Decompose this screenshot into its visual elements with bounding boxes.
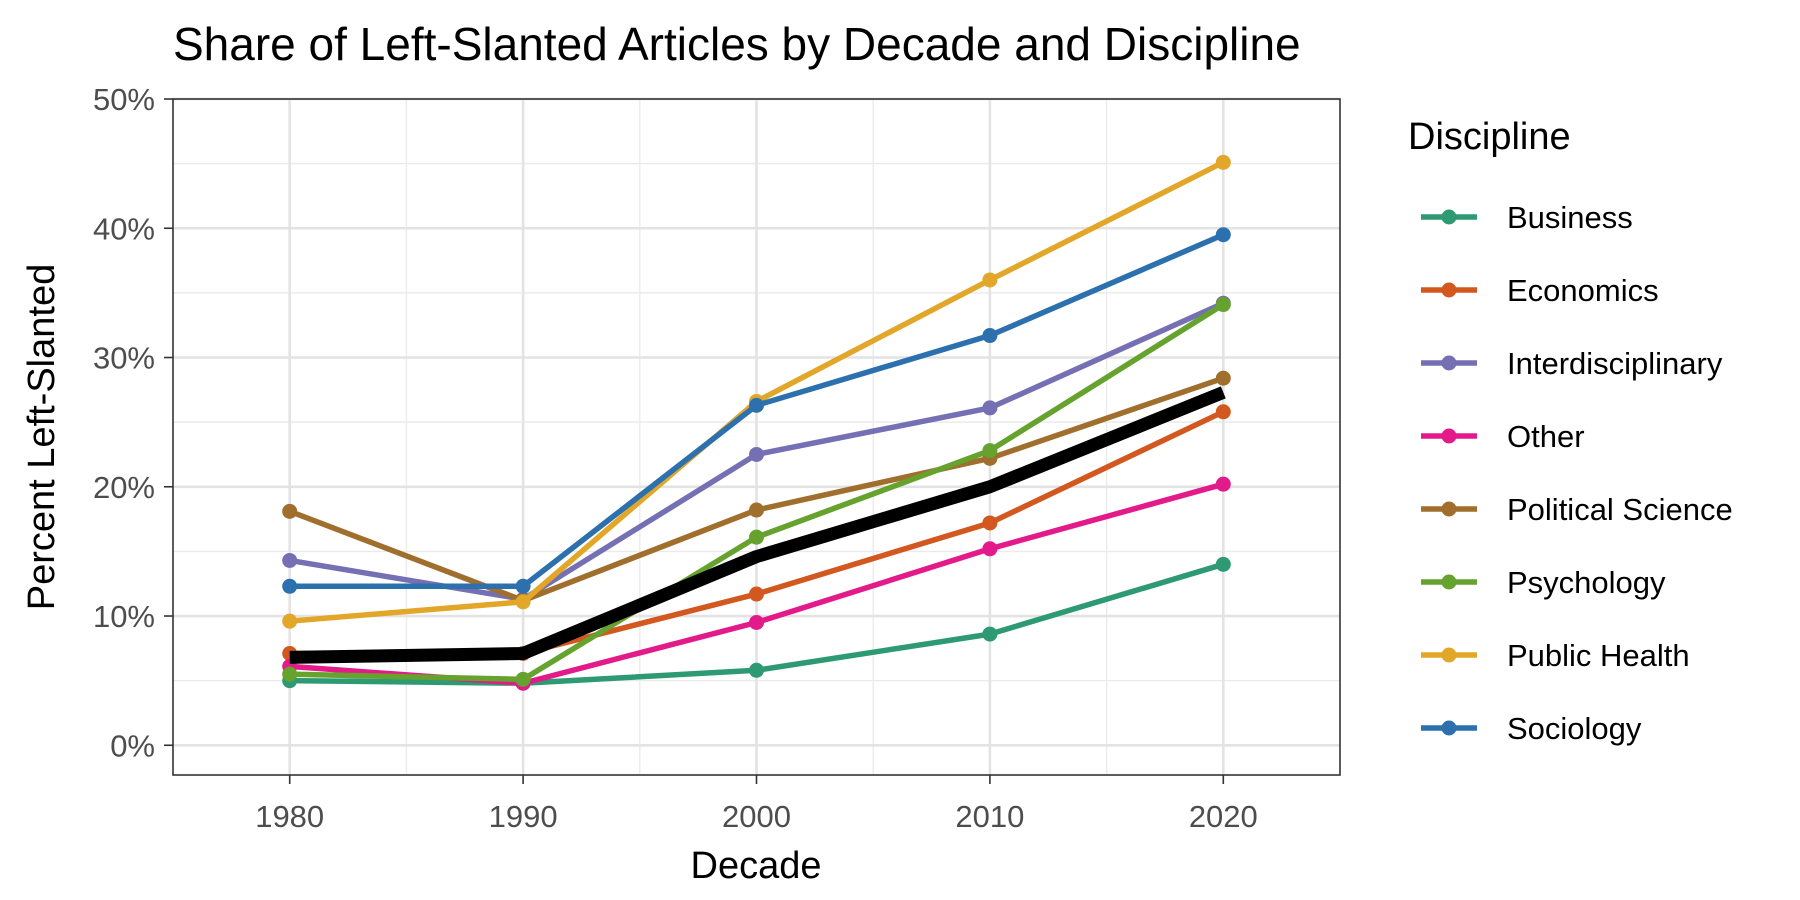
data-point-sociology	[515, 578, 531, 594]
overall-line	[289, 386, 1226, 664]
series-lines	[282, 154, 1231, 691]
data-point-other	[1215, 476, 1231, 492]
legend-item-sociology: Sociology	[1421, 711, 1642, 746]
legend-title: Discipline	[1408, 116, 1571, 158]
y-tick-label: 0%	[110, 728, 155, 763]
legend-label: Interdisciplinary	[1507, 346, 1723, 381]
data-point-business	[982, 626, 998, 642]
series-psychology	[282, 297, 1231, 687]
y-tick-label: 40%	[93, 211, 155, 246]
x-tick-label: 2020	[1189, 799, 1258, 834]
legend-item-psychology: Psychology	[1421, 565, 1666, 600]
legend-key-point	[1441, 647, 1457, 663]
data-point-interdisciplinary	[982, 400, 998, 416]
series-sociology	[282, 227, 1231, 594]
legend-label: Psychology	[1507, 565, 1666, 600]
y-axis-tick-labels: 0% 10% 20% 30% 40% 50%	[93, 82, 155, 763]
data-point-political-science	[282, 503, 298, 519]
legend-label: Public Health	[1507, 638, 1690, 673]
x-tick-label: 2000	[722, 799, 791, 834]
legend-key-point	[1441, 574, 1457, 590]
y-axis-title: Percent Left-Slanted	[21, 264, 63, 610]
legend-key-point	[1441, 428, 1457, 444]
axis-ticks	[164, 98, 1225, 784]
data-point-sociology	[982, 328, 998, 344]
legend-item-business: Business	[1421, 200, 1633, 235]
x-axis-tick-labels: 1980 1990 2000 2010 2020	[255, 799, 1258, 834]
y-tick-label: 10%	[93, 599, 155, 634]
legend-key-point	[1441, 720, 1457, 736]
legend-key-point	[1441, 501, 1457, 517]
data-point-economics	[1215, 404, 1231, 420]
x-axis-title: Decade	[691, 845, 822, 887]
data-point-interdisciplinary	[282, 552, 298, 568]
data-point-business	[749, 662, 764, 678]
x-tick-label: 1990	[489, 799, 558, 834]
major-gridlines	[173, 97, 1340, 775]
legend-key-point	[1441, 209, 1457, 225]
y-tick-label: 20%	[93, 470, 155, 505]
data-point-other	[982, 541, 998, 557]
legend: Business Economics Interdisciplinary Other P…	[1421, 200, 1733, 746]
data-point-psychology	[982, 443, 998, 459]
data-point-interdisciplinary	[749, 446, 764, 462]
data-point-sociology	[749, 397, 764, 413]
legend-label: Economics	[1507, 273, 1659, 308]
legend-label: Political Science	[1507, 492, 1733, 527]
data-point-public-health	[515, 594, 531, 610]
y-tick-label: 50%	[93, 82, 155, 117]
legend-label: Other	[1507, 419, 1585, 454]
data-point-public-health	[982, 272, 998, 288]
data-point-economics	[749, 586, 764, 602]
data-point-psychology	[1215, 297, 1231, 313]
chart-title: Share of Left-Slanted Articles by Decade…	[173, 18, 1301, 70]
legend-item-economics: Economics	[1421, 273, 1659, 308]
data-point-sociology	[1215, 227, 1231, 243]
legend-key-point	[1441, 282, 1457, 298]
data-point-business	[1215, 556, 1231, 572]
data-point-public-health	[1215, 154, 1231, 170]
x-tick-label: 2010	[955, 799, 1024, 834]
data-point-other	[749, 614, 764, 630]
legend-item-other: Other	[1421, 419, 1585, 454]
data-point-political-science	[749, 502, 764, 518]
legend-label: Sociology	[1507, 711, 1642, 746]
legend-item-interdisciplinary: Interdisciplinary	[1421, 346, 1723, 381]
x-tick-label: 1980	[255, 799, 324, 834]
legend-item-political-science: Political Science	[1421, 492, 1733, 527]
legend-label: Business	[1507, 200, 1633, 235]
data-point-psychology	[515, 671, 531, 687]
legend-item-public-health: Public Health	[1421, 638, 1690, 673]
data-point-economics	[982, 515, 998, 531]
data-point-political-science	[1215, 370, 1231, 386]
data-point-public-health	[282, 613, 298, 629]
y-tick-label: 30%	[93, 341, 155, 376]
data-point-psychology	[282, 666, 298, 682]
data-point-sociology	[282, 578, 298, 594]
data-point-psychology	[749, 529, 764, 545]
legend-key-point	[1441, 355, 1457, 371]
